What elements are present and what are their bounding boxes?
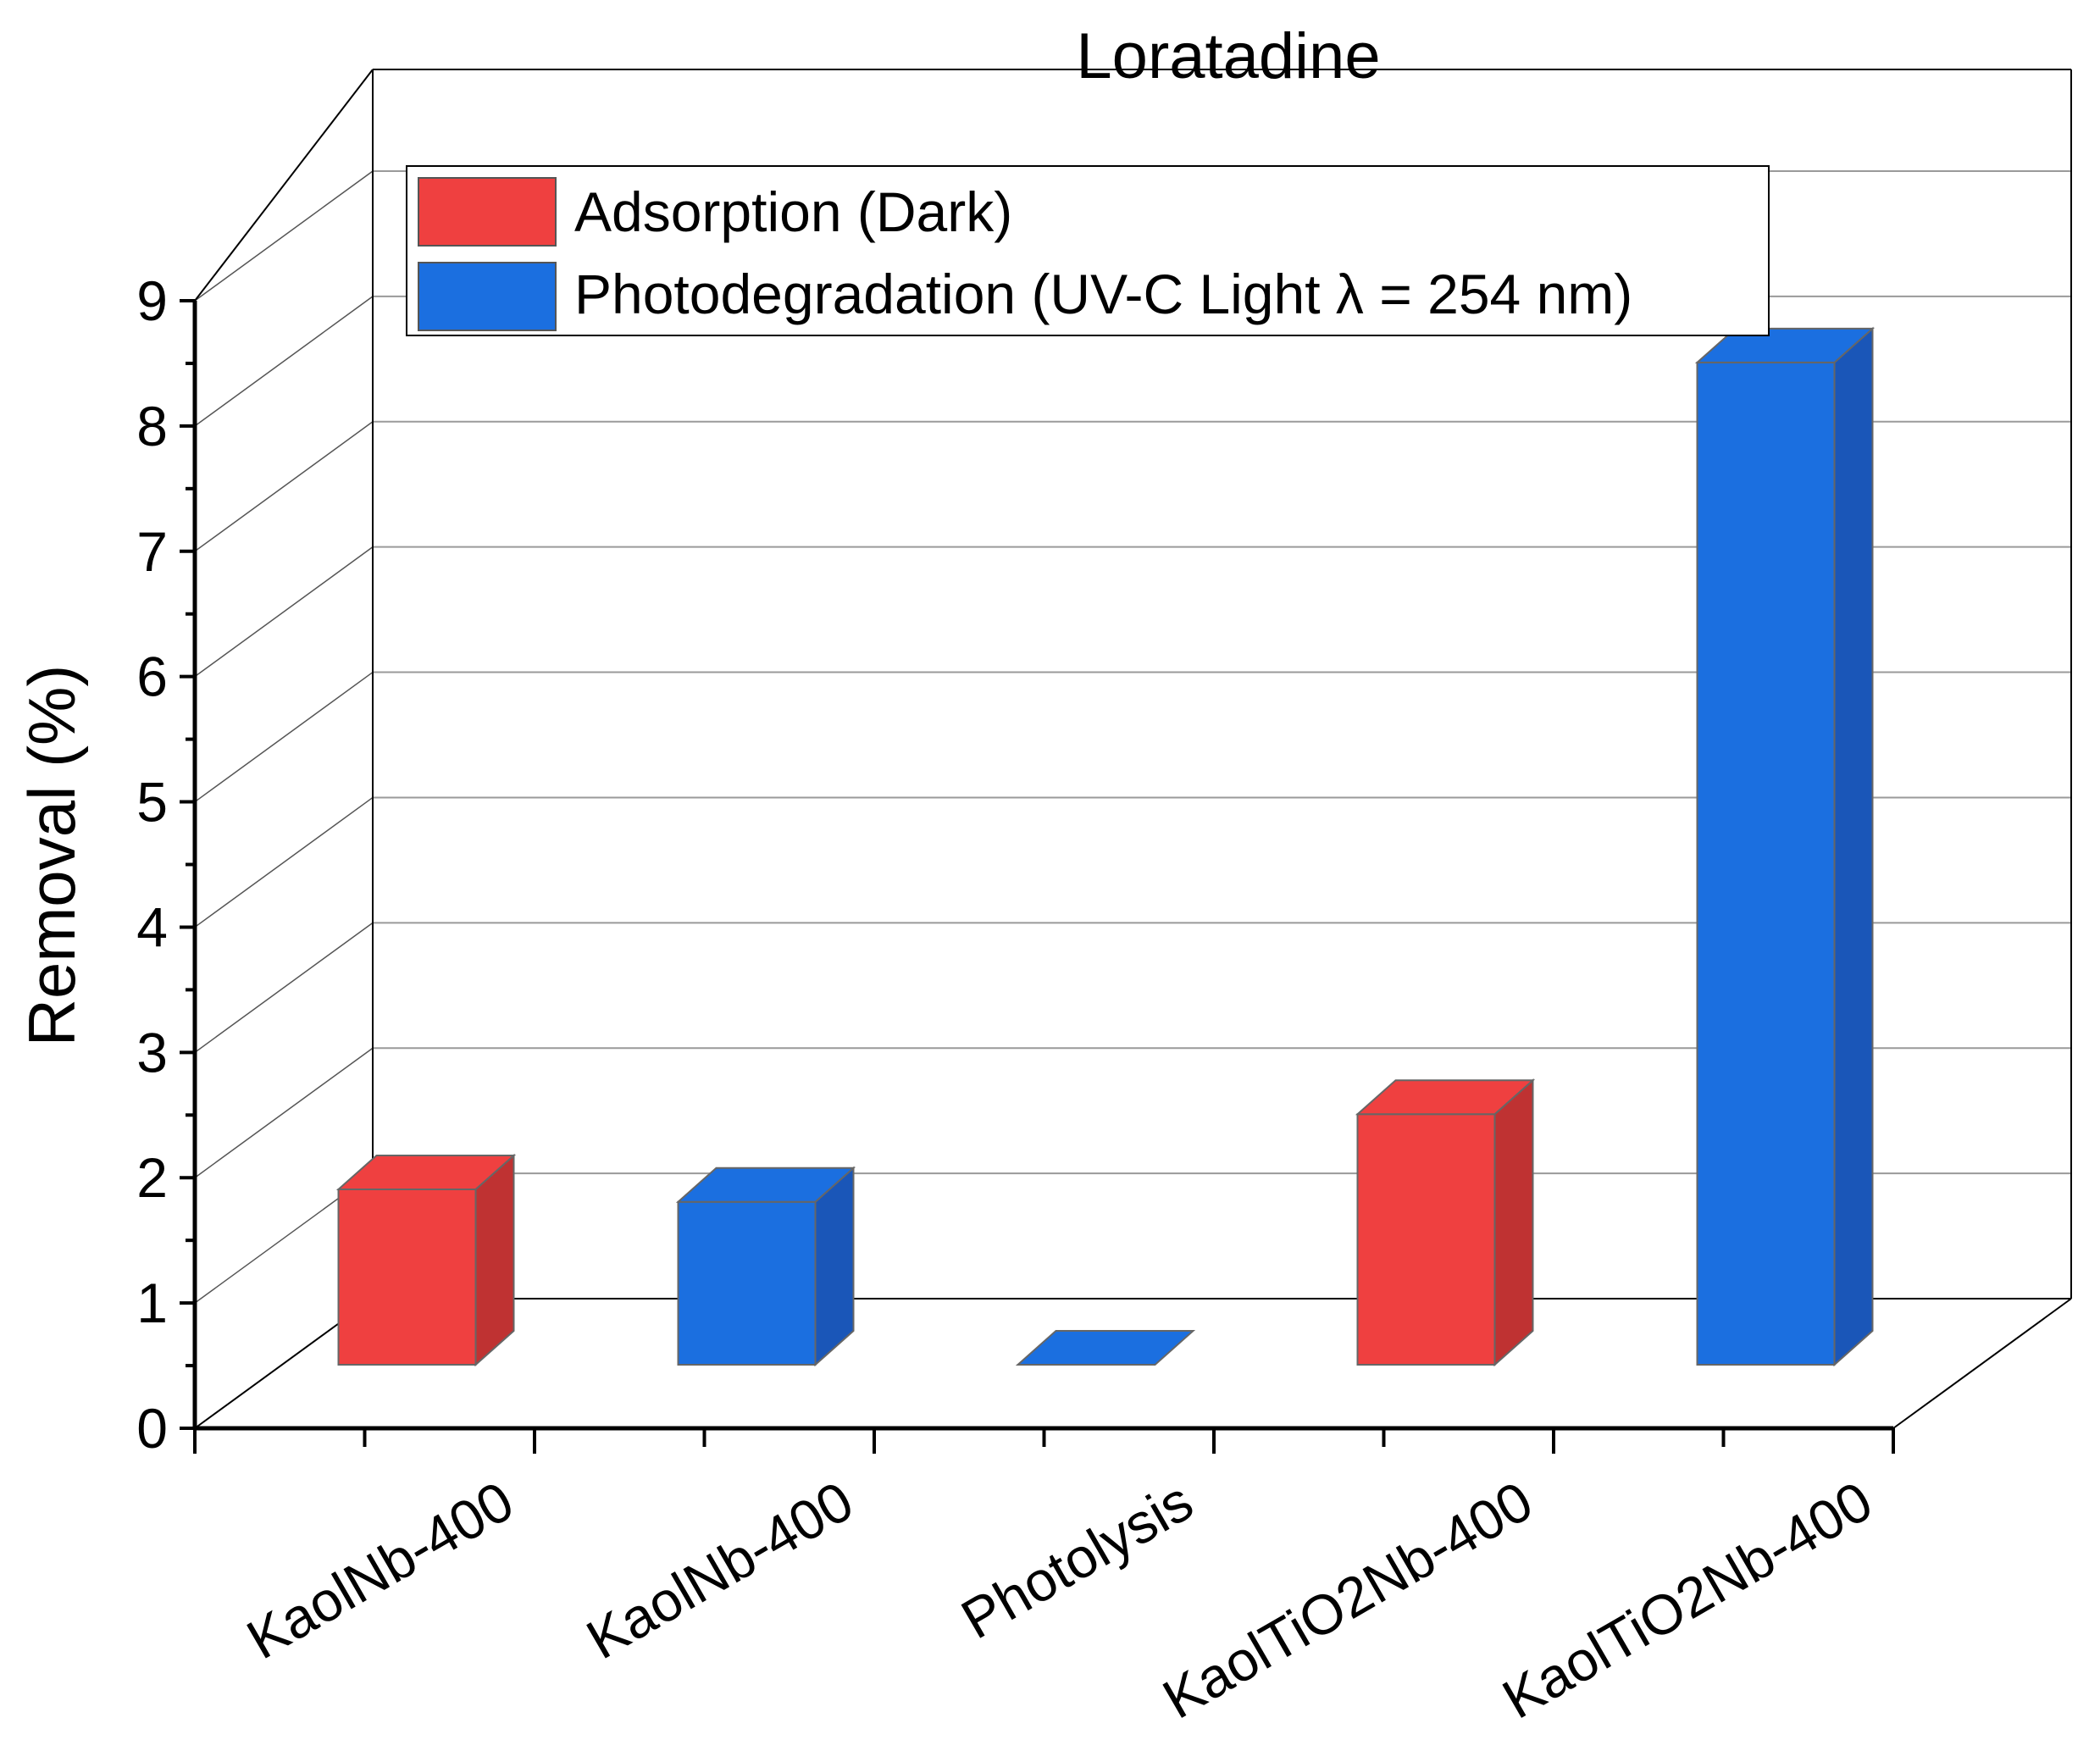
bar-side-face	[1493, 1078, 1534, 1367]
gridline-side	[194, 1047, 374, 1178]
bar	[335, 1153, 517, 1367]
gridline-side	[194, 296, 374, 427]
bar-front-face	[677, 1200, 817, 1366]
y-tick-label: 1	[136, 1272, 168, 1334]
gridline-side	[194, 671, 374, 803]
bar-front-face	[337, 1188, 477, 1366]
legend-swatch-photodegradation	[418, 262, 557, 331]
axis-labels: 0 1 2 3 4 5 6 7 8 9 KaolNb-400 KaolNb-400 Photolysis…	[136, 269, 1882, 1731]
y-tick-label: 6	[136, 646, 168, 708]
y-tick-label: 5	[136, 771, 168, 834]
gridline-side	[194, 546, 374, 678]
x-tick-label: KaolTiO2Nb-400	[1152, 1469, 1543, 1731]
y-tick-label: 9	[136, 269, 168, 332]
bar-front-face	[1356, 1113, 1496, 1366]
x-tick-label: KaolNb-400	[576, 1469, 863, 1671]
y-tick-label: 4	[136, 895, 168, 958]
legend-box	[406, 165, 1770, 336]
bar-top-face	[335, 1154, 517, 1190]
legend-swatch-adsorption	[418, 177, 557, 247]
bar-top-face	[1015, 1330, 1196, 1366]
legend: Adsorption (Dark) Photodegradation (UV-C…	[406, 165, 1770, 336]
y-axis-label: Removal (%)	[14, 665, 89, 1047]
legend-label-photodegradation: Photodegradation (UV-C Light λ = 254 nm)	[574, 263, 1632, 325]
y-tick-label: 0	[136, 1397, 168, 1460]
y-tick-label: 2	[136, 1146, 168, 1209]
bars	[335, 326, 1876, 1367]
bar-front-face	[1696, 361, 1836, 1366]
x-tick-label: Photolysis	[950, 1469, 1203, 1650]
y-tick-label: 7	[136, 520, 168, 583]
bar-top-face	[1694, 327, 1876, 363]
bar-side-face	[474, 1153, 515, 1367]
bar	[675, 1166, 856, 1367]
x-tick-label: KaolNb-400	[236, 1469, 524, 1671]
gridline-side	[194, 922, 374, 1053]
bar-top-face	[1355, 1079, 1536, 1116]
axes	[180, 299, 1895, 1454]
gridline-side	[194, 796, 374, 928]
y-tick-label: 8	[136, 395, 168, 457]
side-top-edge	[194, 69, 374, 302]
bar-side-face	[1833, 326, 1874, 1367]
y-tick-label: 3	[136, 1021, 168, 1083]
bar	[1694, 326, 1876, 1367]
gridline-side	[194, 421, 374, 552]
x-tick-label: KaolTiO2Nb-400	[1492, 1469, 1882, 1731]
gridline-side	[194, 170, 374, 302]
bar	[1355, 1078, 1536, 1367]
bar-top-face	[675, 1166, 856, 1203]
bar	[1015, 1330, 1196, 1366]
chart-title: Loratadine	[1076, 20, 1380, 92]
legend-label-adsorption: Adsorption (Dark)	[574, 180, 1012, 243]
floor-right-edge	[1892, 1298, 2072, 1429]
